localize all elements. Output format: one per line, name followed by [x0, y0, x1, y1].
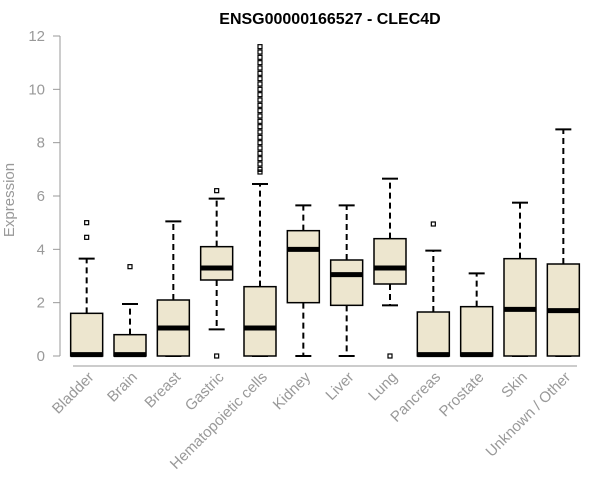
x-category-label: Liver [322, 369, 357, 404]
outlier-point [430, 221, 436, 227]
axes-group: 0 2 4 6 8 10 12 [28, 28, 577, 367]
box-pancreas [416, 221, 451, 358]
box-iqr [416, 311, 451, 357]
outlier-point [257, 44, 263, 50]
outlier-point [257, 65, 263, 71]
box-prostate [459, 272, 494, 358]
box-iqr [459, 305, 494, 357]
outlier-point [257, 145, 263, 151]
outlier-point [127, 264, 133, 270]
outlier-point [257, 102, 263, 108]
outlier-point [257, 54, 263, 60]
box-iqr [69, 312, 104, 357]
outlier-point [257, 49, 263, 55]
outlier-point [214, 353, 220, 359]
y-tick-label: 8 [37, 135, 45, 152]
y-tick-label: 10 [28, 81, 45, 98]
box-liver [329, 204, 364, 357]
outlier-point [257, 92, 263, 98]
outlier-point [257, 161, 263, 167]
x-category-label: Brain [104, 369, 141, 406]
outlier-point [257, 150, 263, 156]
outlier-point [257, 134, 263, 140]
box-iqr [329, 259, 364, 307]
x-category-label: Bladder [49, 369, 98, 418]
outlier-point [387, 353, 393, 359]
x-category-label: Breast [141, 368, 184, 411]
outlier-point [257, 86, 263, 92]
box-brain [113, 264, 147, 358]
outlier-point [257, 60, 263, 66]
y-axis-label: Expression [1, 163, 18, 237]
box-kidney [286, 204, 321, 357]
outlier-point [257, 76, 263, 82]
outlier-point [84, 234, 90, 240]
outlier-point [257, 118, 263, 124]
box-iqr [373, 237, 407, 285]
x-category-label: Skin [498, 369, 531, 402]
box-unknown-other [546, 128, 581, 357]
box-bladder [69, 220, 104, 358]
box-gastric [199, 188, 234, 359]
y-tick-label: 2 [37, 295, 45, 312]
outlier-point [257, 113, 263, 119]
x-category-label: Kidney [270, 368, 315, 413]
y-tick-label: 0 [37, 348, 45, 365]
boxes-group [69, 44, 581, 359]
y-tick-label: 12 [28, 28, 45, 45]
y-tick-label: 4 [37, 241, 45, 258]
outlier-point [257, 97, 263, 103]
outlier-point [257, 129, 263, 135]
outlier-point [214, 188, 220, 194]
outlier-point [257, 156, 263, 162]
outlier-point [257, 140, 263, 146]
outlier-point [257, 124, 263, 130]
outlier-point [257, 169, 263, 175]
outlier-point [257, 166, 263, 172]
outlier-point [257, 81, 263, 87]
box-iqr [243, 285, 277, 357]
y-tick-label: 6 [37, 188, 45, 205]
box-lung [373, 177, 407, 359]
outlier-point [257, 108, 263, 114]
outlier-point [257, 70, 263, 76]
box-hematopoietic-cells [243, 44, 277, 357]
outlier-point [84, 220, 90, 226]
box-skin [503, 201, 537, 357]
chart-title: ENSG00000166527 - CLEC4D [219, 11, 440, 28]
x-category-label: Prostate [436, 369, 488, 421]
x-category-label: Lung [365, 369, 401, 405]
box-iqr [199, 245, 234, 281]
box-breast [156, 220, 191, 357]
box-iqr [286, 229, 321, 304]
